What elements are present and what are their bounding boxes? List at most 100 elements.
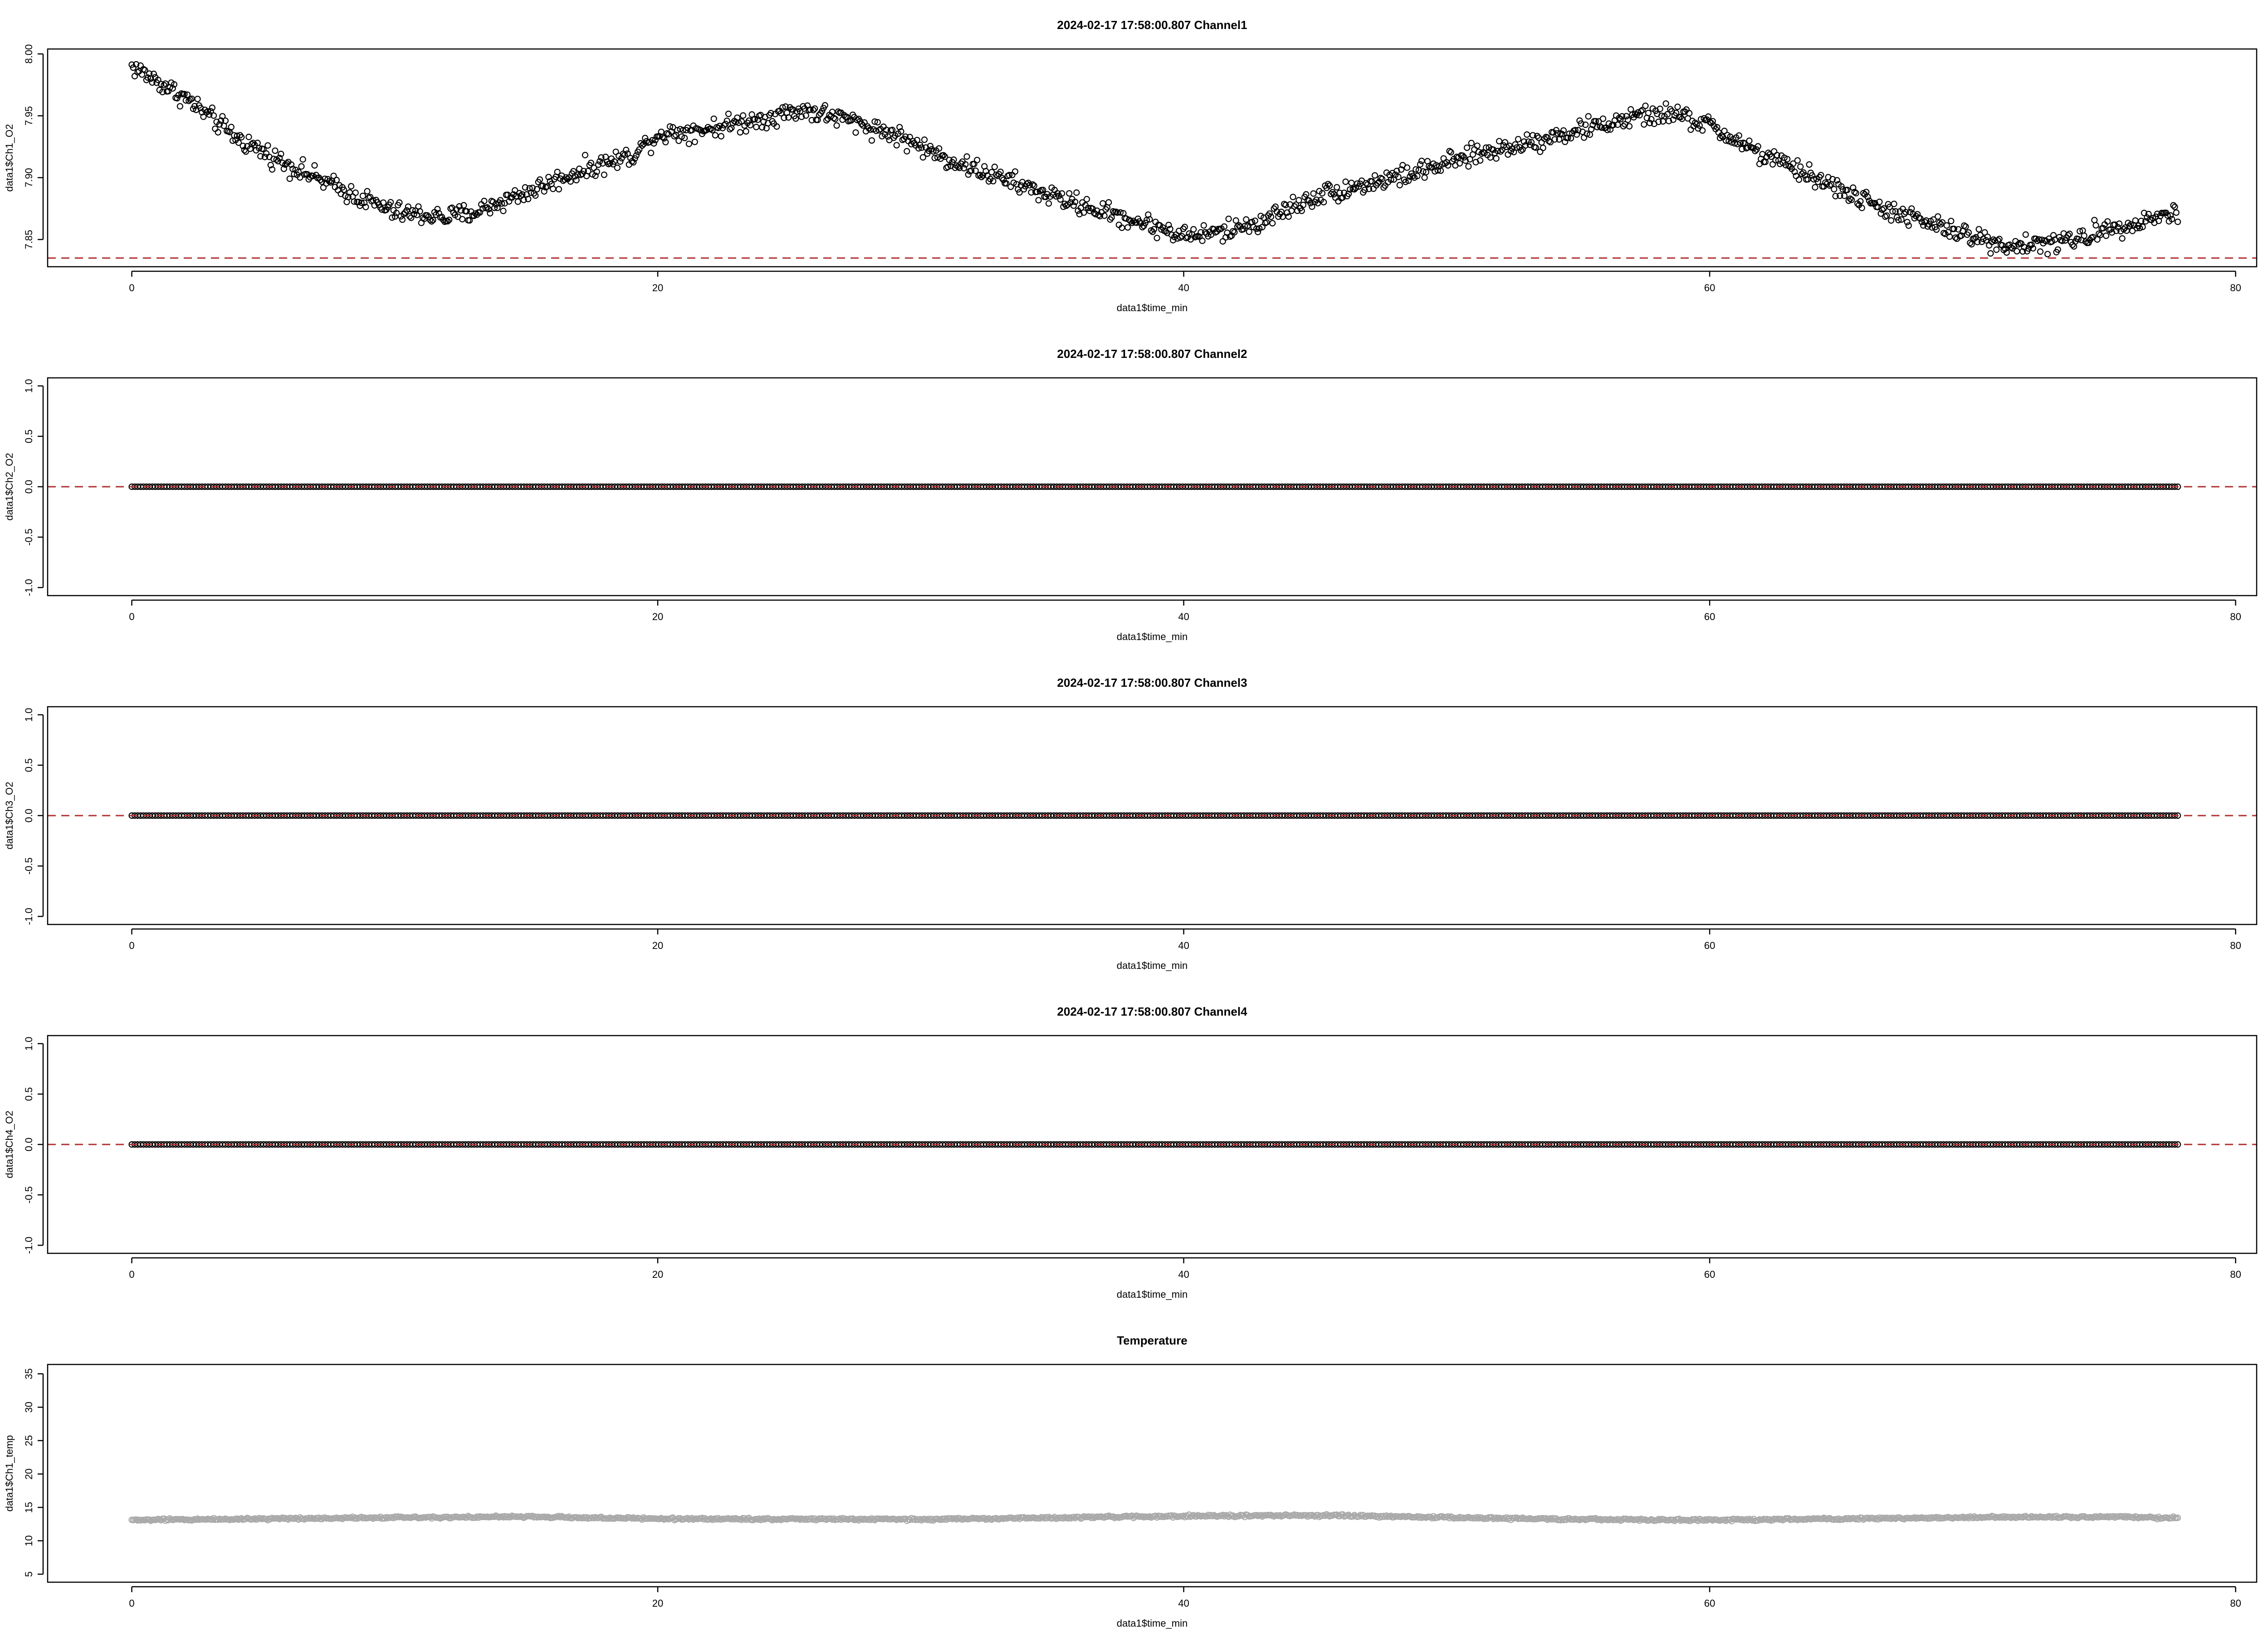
data-point <box>1908 205 1915 212</box>
data-point <box>1021 186 1027 193</box>
data-point <box>1298 207 1305 214</box>
data-point <box>1728 139 1735 146</box>
data-point <box>1230 228 1237 235</box>
data-point <box>1841 192 1848 199</box>
data-point <box>434 205 441 213</box>
data-point <box>446 216 453 223</box>
data-point <box>1393 167 1400 174</box>
data-point <box>1987 250 1994 257</box>
data-point <box>930 148 937 155</box>
data-point <box>867 126 874 133</box>
data-point <box>792 115 799 122</box>
data-point <box>1101 212 1108 219</box>
data-point <box>754 116 761 123</box>
data-point <box>396 199 403 206</box>
data-point <box>1496 138 1503 145</box>
data-point <box>919 154 926 161</box>
data-point <box>1737 140 1744 147</box>
data-point <box>1464 144 1471 151</box>
data-point <box>1487 154 1494 161</box>
data-point <box>893 142 900 149</box>
y-tick-label: 0.0 <box>23 809 34 823</box>
data-point <box>1588 126 1595 132</box>
data-point <box>1624 116 1631 123</box>
data-point <box>157 81 165 88</box>
data-point <box>358 199 365 206</box>
data-point <box>1528 139 1535 146</box>
y-tick-label: 0.0 <box>23 480 34 494</box>
data-point <box>1242 223 1248 230</box>
data-point <box>1080 209 1087 216</box>
data-point <box>1826 182 1833 189</box>
data-point <box>2104 218 2111 225</box>
data-point <box>219 113 226 120</box>
data-point <box>1422 169 1429 176</box>
data-point <box>821 102 828 109</box>
x-axis: 0 20 40 60 80 <box>129 270 2241 293</box>
data-point <box>517 192 524 199</box>
data-point <box>1983 237 1989 244</box>
data-point <box>852 129 859 136</box>
data-point <box>1791 168 1798 175</box>
data-point <box>1592 118 1599 125</box>
data-point <box>1447 149 1454 156</box>
data-point <box>1525 138 1532 145</box>
data-point <box>184 91 191 98</box>
data-point <box>1554 130 1561 137</box>
data-point <box>1839 186 1846 193</box>
y-tick-label: 7.90 <box>23 168 34 187</box>
data-point <box>1057 196 1064 203</box>
data-point <box>389 214 396 221</box>
data-point <box>424 212 430 219</box>
data-point <box>1721 127 1728 134</box>
data-point <box>210 112 217 119</box>
data-point <box>1948 218 1955 225</box>
data-point <box>1790 160 1797 167</box>
data-point <box>1864 194 1871 200</box>
data-point <box>1794 157 1801 164</box>
data-point <box>865 125 872 132</box>
data-point <box>1883 212 1890 219</box>
data-point <box>675 137 682 144</box>
data-point <box>487 210 494 217</box>
data-point <box>593 168 600 175</box>
data-point <box>536 176 543 183</box>
data-point <box>1303 191 1310 198</box>
data-point <box>1181 224 1188 230</box>
data-point <box>165 88 172 95</box>
data-point <box>1313 196 1320 203</box>
x-axis-label: data1$time_min <box>1117 631 1188 642</box>
data-point <box>359 192 367 199</box>
data-point <box>1677 114 1684 121</box>
data-point <box>2034 237 2041 244</box>
data-point <box>2092 222 2099 229</box>
data-point <box>1544 134 1551 141</box>
data-point <box>624 150 631 157</box>
data-point <box>1642 103 1649 109</box>
y-axis: -1.0-0.50.00.51.0 <box>23 379 44 596</box>
data-point <box>1833 177 1840 184</box>
x-tick-label: 80 <box>2230 282 2241 293</box>
data-point <box>1975 226 1982 233</box>
data-point <box>1040 186 1046 193</box>
data-point <box>1905 222 1912 229</box>
data-point <box>1851 189 1858 196</box>
data-point <box>1993 246 2000 253</box>
data-point <box>1553 127 1559 134</box>
data-point <box>1573 131 1580 138</box>
data-point <box>833 122 840 129</box>
data-point <box>298 163 305 170</box>
data-point <box>1127 218 1134 225</box>
data-point <box>1474 142 1481 149</box>
data-point <box>782 103 789 110</box>
x-tick-label: 20 <box>652 940 663 951</box>
data-point <box>174 95 181 102</box>
data-point <box>1240 226 1246 233</box>
data-point <box>1409 172 1416 179</box>
data-point <box>1225 215 1232 222</box>
data-point <box>1503 143 1510 150</box>
data-point <box>1269 220 1276 227</box>
data-point <box>1253 225 1260 232</box>
data-point <box>1832 193 1839 200</box>
data-point <box>194 96 201 103</box>
